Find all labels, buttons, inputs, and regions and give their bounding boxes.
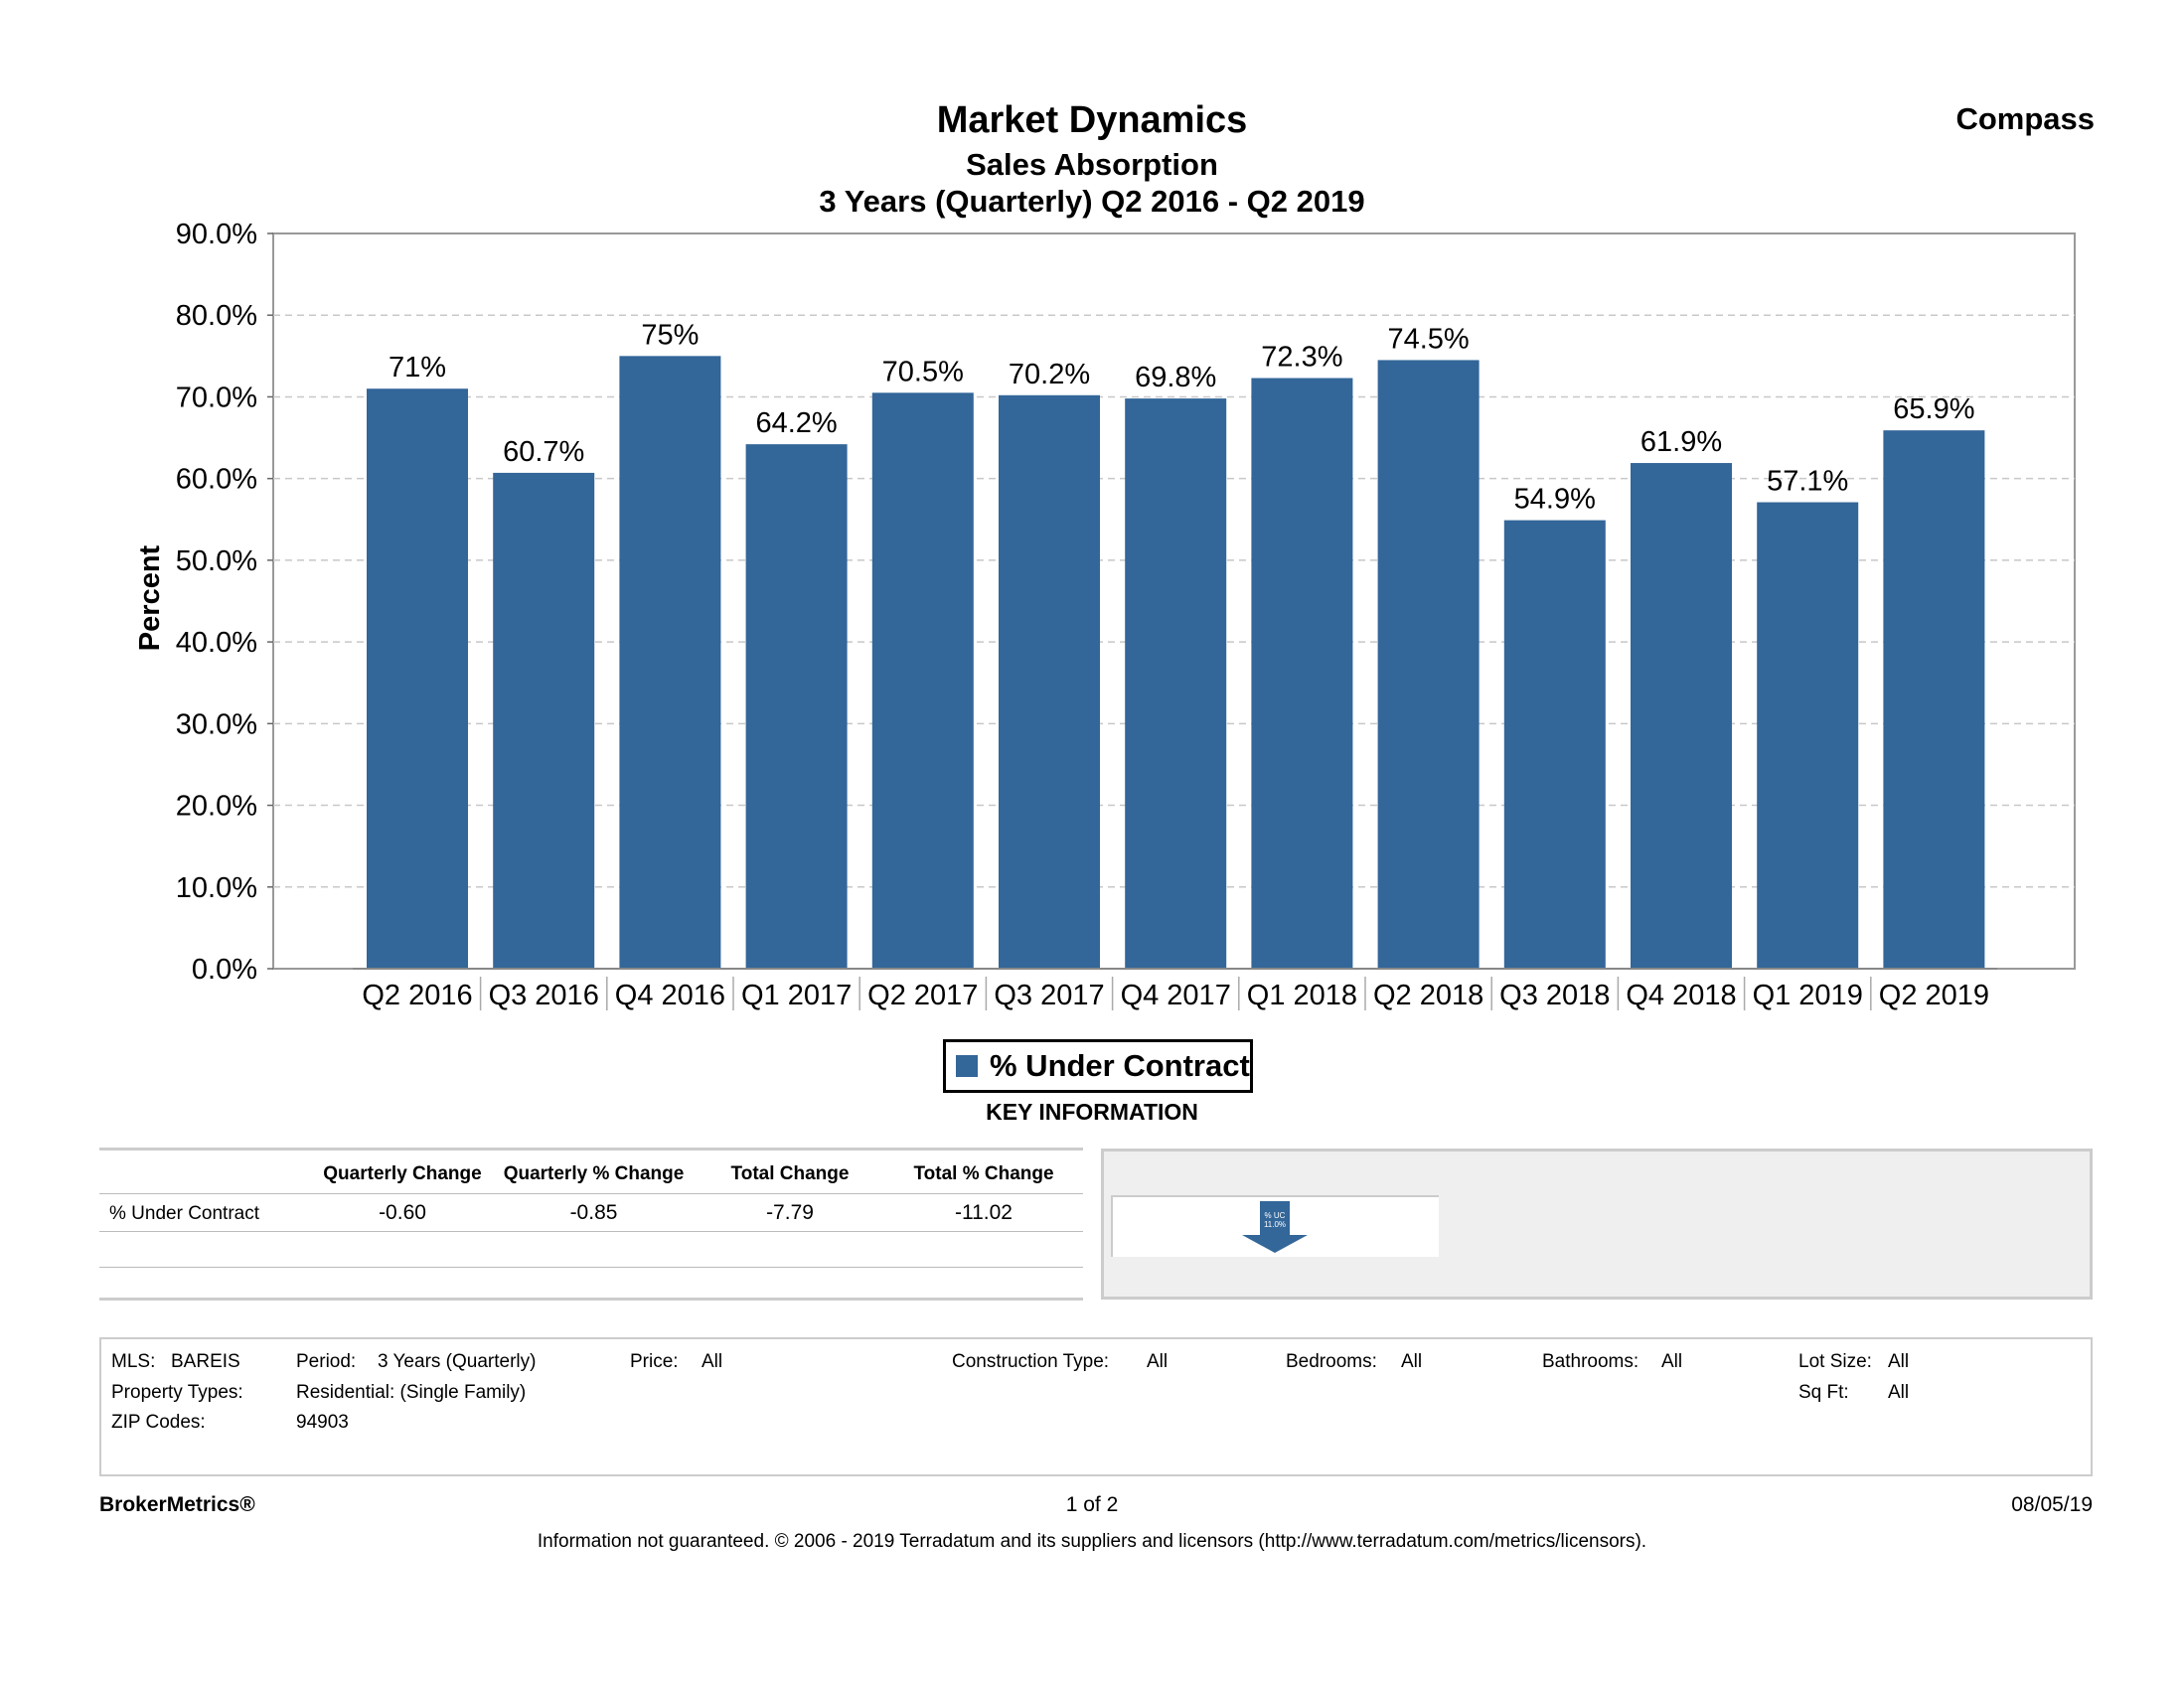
x-tick-label: Q3 2018: [1499, 980, 1610, 1011]
bathrooms-value: All: [1661, 1351, 1683, 1372]
construction-type-label: Construction Type:: [952, 1351, 1110, 1372]
data-label: 74.5%: [1387, 323, 1469, 355]
bedrooms-value: All: [1401, 1351, 1423, 1372]
bar: [493, 472, 595, 969]
x-tick-label: Q1 2018: [1247, 980, 1357, 1011]
x-tick-label: Q4 2017: [1121, 980, 1231, 1011]
brand-name: Compass: [1955, 101, 2095, 136]
y-tick-label: 10.0%: [176, 872, 257, 904]
report-parameters: MLS: BAREIS Period: 3 Years (Quarterly) …: [99, 1337, 2093, 1476]
bar: [619, 356, 721, 969]
quarterly-pct-change-value: -0.85: [569, 1201, 618, 1224]
down-arrow-icon: % UC 11.0%: [1242, 1201, 1308, 1253]
price-value: All: [702, 1351, 723, 1372]
data-label: 70.5%: [882, 356, 964, 387]
y-tick-label: 20.0%: [176, 791, 257, 823]
sq-ft-value: All: [1888, 1382, 1910, 1403]
bar: [999, 394, 1100, 969]
x-tick-label: Q3 2017: [994, 980, 1104, 1011]
period-title: 3 Years (Quarterly) Q2 2016 - Q2 2019: [819, 184, 1365, 219]
zip-codes-label: ZIP Codes:: [111, 1412, 206, 1433]
key-information-title: KEY INFORMATION: [986, 1099, 1198, 1125]
col-header-quarterly-change: Quarterly Change: [323, 1163, 482, 1184]
y-tick-label: 60.0%: [176, 464, 257, 496]
property-types-value: Residential: (Single Family): [296, 1382, 527, 1403]
x-tick-label: Q2 2018: [1373, 980, 1483, 1011]
col-header-total-pct-change: Total % Change: [913, 1163, 1054, 1184]
bar: [1377, 360, 1480, 969]
lot-size-value: All: [1888, 1351, 1910, 1372]
bar: [1125, 398, 1227, 970]
y-tick-label: 80.0%: [176, 300, 257, 332]
indicator-label: % UC: [1265, 1211, 1286, 1220]
period-value: 3 Years (Quarterly): [378, 1351, 537, 1372]
bedrooms-label: Bedrooms:: [1286, 1351, 1377, 1372]
data-label: 54.9%: [1514, 484, 1596, 516]
total-pct-change-value: -11.02: [955, 1201, 1013, 1224]
total-change-value: -7.79: [766, 1201, 814, 1224]
bar: [367, 388, 468, 969]
bar: [1883, 430, 1985, 970]
data-label: 70.2%: [1009, 359, 1090, 390]
data-label: 64.2%: [755, 407, 837, 439]
y-axis-label: Percent: [134, 544, 166, 651]
data-label: 65.9%: [1893, 393, 1974, 425]
y-tick-label: 50.0%: [176, 545, 257, 577]
bar: [1631, 463, 1732, 969]
x-tick-label: Q2 2016: [362, 980, 472, 1011]
indicator-value: 11.0%: [1264, 1220, 1286, 1229]
y-tick-label: 40.0%: [176, 627, 257, 659]
bar: [1503, 520, 1606, 969]
footer-brand: BrokerMetrics®: [99, 1493, 255, 1516]
page-title: Market Dynamics: [936, 99, 1248, 141]
table-row: % Under Contract -0.60 -0.85 -7.79 -11.0…: [99, 1195, 1083, 1231]
col-header-quarterly-pct-change: Quarterly % Change: [503, 1163, 685, 1184]
property-types-label: Property Types:: [111, 1382, 243, 1403]
y-tick-label: 30.0%: [176, 708, 257, 740]
quarterly-change-value: -0.60: [379, 1201, 426, 1224]
period-label: Period:: [296, 1351, 357, 1372]
mls-value: BAREIS: [171, 1351, 240, 1372]
page-subtitle: Sales Absorption: [966, 147, 1218, 182]
x-tick-label: Q4 2016: [615, 980, 725, 1011]
row-label: % Under Contract: [109, 1203, 260, 1224]
data-label: 61.9%: [1640, 426, 1722, 458]
report-date: 08/05/19: [2011, 1493, 2093, 1516]
data-label: 60.7%: [503, 436, 584, 468]
zip-codes-value: 94903: [296, 1412, 349, 1433]
data-label: 72.3%: [1261, 342, 1342, 374]
data-label: 69.8%: [1135, 362, 1216, 393]
data-label: 75%: [641, 319, 699, 351]
chart-legend: % Under Contract: [943, 1039, 1253, 1093]
page-number: 1 of 2: [1065, 1493, 1119, 1516]
y-tick-label: 0.0%: [192, 954, 257, 986]
x-tick-label: Q2 2017: [867, 980, 978, 1011]
price-label: Price:: [630, 1351, 679, 1372]
y-tick-label: 90.0%: [176, 219, 257, 250]
legend-swatch: [956, 1055, 978, 1077]
bar: [745, 444, 848, 970]
data-label: 57.1%: [1767, 466, 1848, 498]
x-tick-label: Q3 2016: [489, 980, 599, 1011]
mls-label: MLS:: [111, 1351, 156, 1372]
x-tick-label: Q4 2018: [1626, 980, 1736, 1011]
indicator-box: % UC 11.0%: [1111, 1195, 1439, 1257]
sq-ft-label: Sq Ft:: [1798, 1382, 1849, 1403]
data-label: 71%: [389, 352, 446, 384]
y-tick-label: 70.0%: [176, 382, 257, 413]
disclaimer: Information not guaranteed. © 2006 - 201…: [537, 1531, 1647, 1552]
legend-label: % Under Contract: [990, 1048, 1250, 1083]
col-header-total-change: Total Change: [730, 1163, 850, 1184]
x-tick-label: Q2 2019: [1879, 980, 1989, 1011]
bar: [1757, 502, 1859, 969]
x-tick-label: Q1 2019: [1753, 980, 1863, 1011]
lot-size-label: Lot Size:: [1798, 1351, 1872, 1372]
x-tick-label: Q1 2017: [741, 980, 852, 1011]
bar: [871, 392, 974, 969]
bathrooms-label: Bathrooms:: [1542, 1351, 1639, 1372]
construction-type-value: All: [1147, 1351, 1169, 1372]
bar: [1251, 378, 1353, 969]
bar-chart: Percent 71% 60.7% 75% 64.2% 70.5% 70.2% 69.8% 7…: [134, 219, 2076, 1011]
